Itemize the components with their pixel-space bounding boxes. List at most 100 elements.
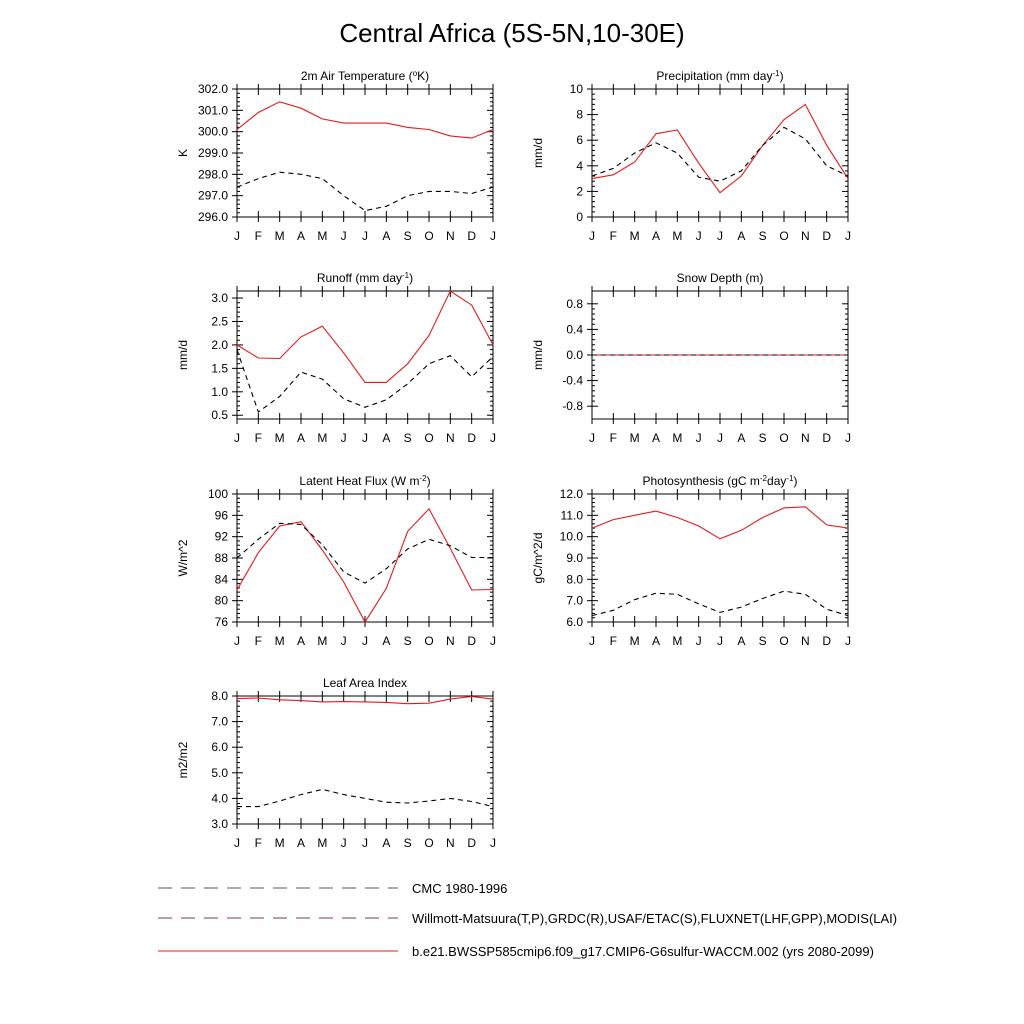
- x-tick-label: J: [490, 836, 496, 850]
- x-tick-label: F: [610, 229, 617, 243]
- x-tick-label: O: [779, 229, 788, 243]
- x-tick-label: A: [382, 634, 390, 648]
- panel-photosynthesis-gc-m: Photosynthesis (gC m-2day-1) gC/m^2/d 6.0 7…: [531, 474, 851, 649]
- x-tick-label: D: [822, 634, 831, 648]
- x-tick-label: A: [652, 634, 660, 648]
- y-tick-label: 11.0: [561, 508, 584, 522]
- x-tick-label: O: [424, 634, 433, 648]
- x-tick-label: D: [467, 634, 476, 648]
- panel-title: Precipitation (mm day-1): [656, 69, 783, 84]
- x-tick-label: A: [382, 836, 390, 850]
- y-tick-label: 0.4: [566, 322, 583, 336]
- y-tick-label: 2: [576, 184, 583, 198]
- y-axis-label: mm/d: [531, 340, 545, 370]
- x-tick-label: J: [696, 229, 702, 243]
- panel-title: Runoff (mm day-1): [317, 271, 413, 286]
- plot-frame: [236, 88, 494, 218]
- x-tick-label: J: [234, 634, 240, 648]
- y-tick-label: 3.0: [211, 291, 228, 305]
- y-tick-label: 6: [576, 133, 583, 147]
- panel-title: Leaf Area Index: [323, 676, 407, 690]
- y-tick-label: 76: [215, 615, 229, 629]
- x-tick-label: J: [341, 229, 347, 243]
- x-tick-label: M: [317, 229, 327, 243]
- x-tick-label: A: [297, 836, 305, 850]
- y-tick-label: 299.0: [198, 146, 228, 160]
- series-line-model: [591, 506, 849, 540]
- x-tick-label: J: [589, 229, 595, 243]
- series-line-obs: [591, 590, 849, 617]
- x-tick-label: M: [275, 431, 285, 445]
- x-tick-label: M: [672, 229, 682, 243]
- series-line-obs: [236, 522, 493, 584]
- x-tick-label: F: [610, 431, 617, 445]
- x-tick-label: S: [759, 229, 767, 243]
- y-tick-label: 3.0: [211, 817, 228, 831]
- x-tick-label: N: [446, 634, 455, 648]
- y-tick-label: 92: [215, 530, 229, 544]
- y-tick-label: 1.0: [211, 385, 228, 399]
- x-tick-label: F: [610, 634, 617, 648]
- y-tick-label: 80: [215, 594, 229, 608]
- x-tick-label: J: [341, 431, 347, 445]
- x-tick-label: J: [490, 634, 496, 648]
- x-tick-label: J: [696, 634, 702, 648]
- x-tick-label: J: [362, 634, 368, 648]
- y-tick-label: 0: [576, 210, 583, 224]
- y-tick-label: 2.5: [211, 314, 228, 328]
- x-tick-label: M: [317, 634, 327, 648]
- x-tick-label: J: [362, 836, 368, 850]
- panel-runoff-mm-day: Runoff (mm day-1) mm/d 0.5 1.0 1.5 2.0 2.5 3.0 J…: [176, 271, 496, 446]
- y-tick-label: 302.0: [198, 82, 228, 96]
- series-line-model: [591, 103, 849, 194]
- y-tick-label: 5.0: [211, 766, 228, 780]
- plot-frame: [591, 493, 849, 623]
- series-line-obs: [591, 126, 849, 182]
- y-tick-label: 298.0: [198, 167, 228, 181]
- x-tick-label: S: [759, 634, 767, 648]
- panel-title: 2m Air Temperature (oK): [301, 69, 429, 84]
- x-tick-label: J: [490, 431, 496, 445]
- y-tick-label: 0.0: [566, 348, 583, 362]
- x-tick-label: J: [341, 634, 347, 648]
- x-tick-label: O: [424, 431, 433, 445]
- legend-label: Willmott-Matsuura(T,P),GRDC(R),USAF/ETAC…: [412, 911, 897, 926]
- series-line-obs: [237, 788, 494, 808]
- y-tick-label: 6.0: [211, 740, 228, 754]
- x-tick-label: M: [630, 431, 640, 445]
- x-tick-label: M: [317, 836, 327, 850]
- x-tick-label: J: [717, 229, 723, 243]
- plot-frame: [236, 290, 494, 420]
- x-tick-label: J: [589, 634, 595, 648]
- x-tick-label: J: [490, 229, 496, 243]
- x-tick-label: D: [467, 836, 476, 850]
- x-tick-label: M: [672, 634, 682, 648]
- y-axis-label: mm/d: [531, 138, 545, 168]
- plot-frame: [236, 695, 494, 825]
- series-line-obs: [236, 349, 494, 413]
- x-tick-label: S: [404, 634, 412, 648]
- plot-frame: [236, 493, 494, 623]
- y-axis-label: mm/d: [176, 340, 190, 370]
- x-tick-label: F: [255, 634, 262, 648]
- y-tick-label: 8: [576, 108, 583, 122]
- legend-label: CMC 1980-1996: [412, 881, 507, 896]
- x-tick-label: J: [717, 634, 723, 648]
- y-tick-label: 7.0: [211, 715, 228, 729]
- x-tick-label: M: [317, 431, 327, 445]
- x-tick-label: A: [382, 229, 390, 243]
- x-tick-label: J: [717, 431, 723, 445]
- y-tick-label: 4.0: [211, 791, 228, 805]
- y-tick-label: 0.8: [566, 297, 583, 311]
- y-tick-label: 7.0: [566, 594, 583, 608]
- x-tick-label: S: [404, 836, 412, 850]
- y-tick-label: 300.0: [198, 125, 228, 139]
- y-tick-label: 100: [208, 487, 228, 501]
- y-tick-label: 0.5: [211, 408, 228, 422]
- page-title: Central Africa (5S-5N,10-30E): [339, 18, 685, 48]
- x-tick-label: S: [404, 229, 412, 243]
- y-tick-label: 296.0: [198, 210, 228, 224]
- x-tick-label: N: [446, 431, 455, 445]
- y-tick-label: 96: [215, 508, 229, 522]
